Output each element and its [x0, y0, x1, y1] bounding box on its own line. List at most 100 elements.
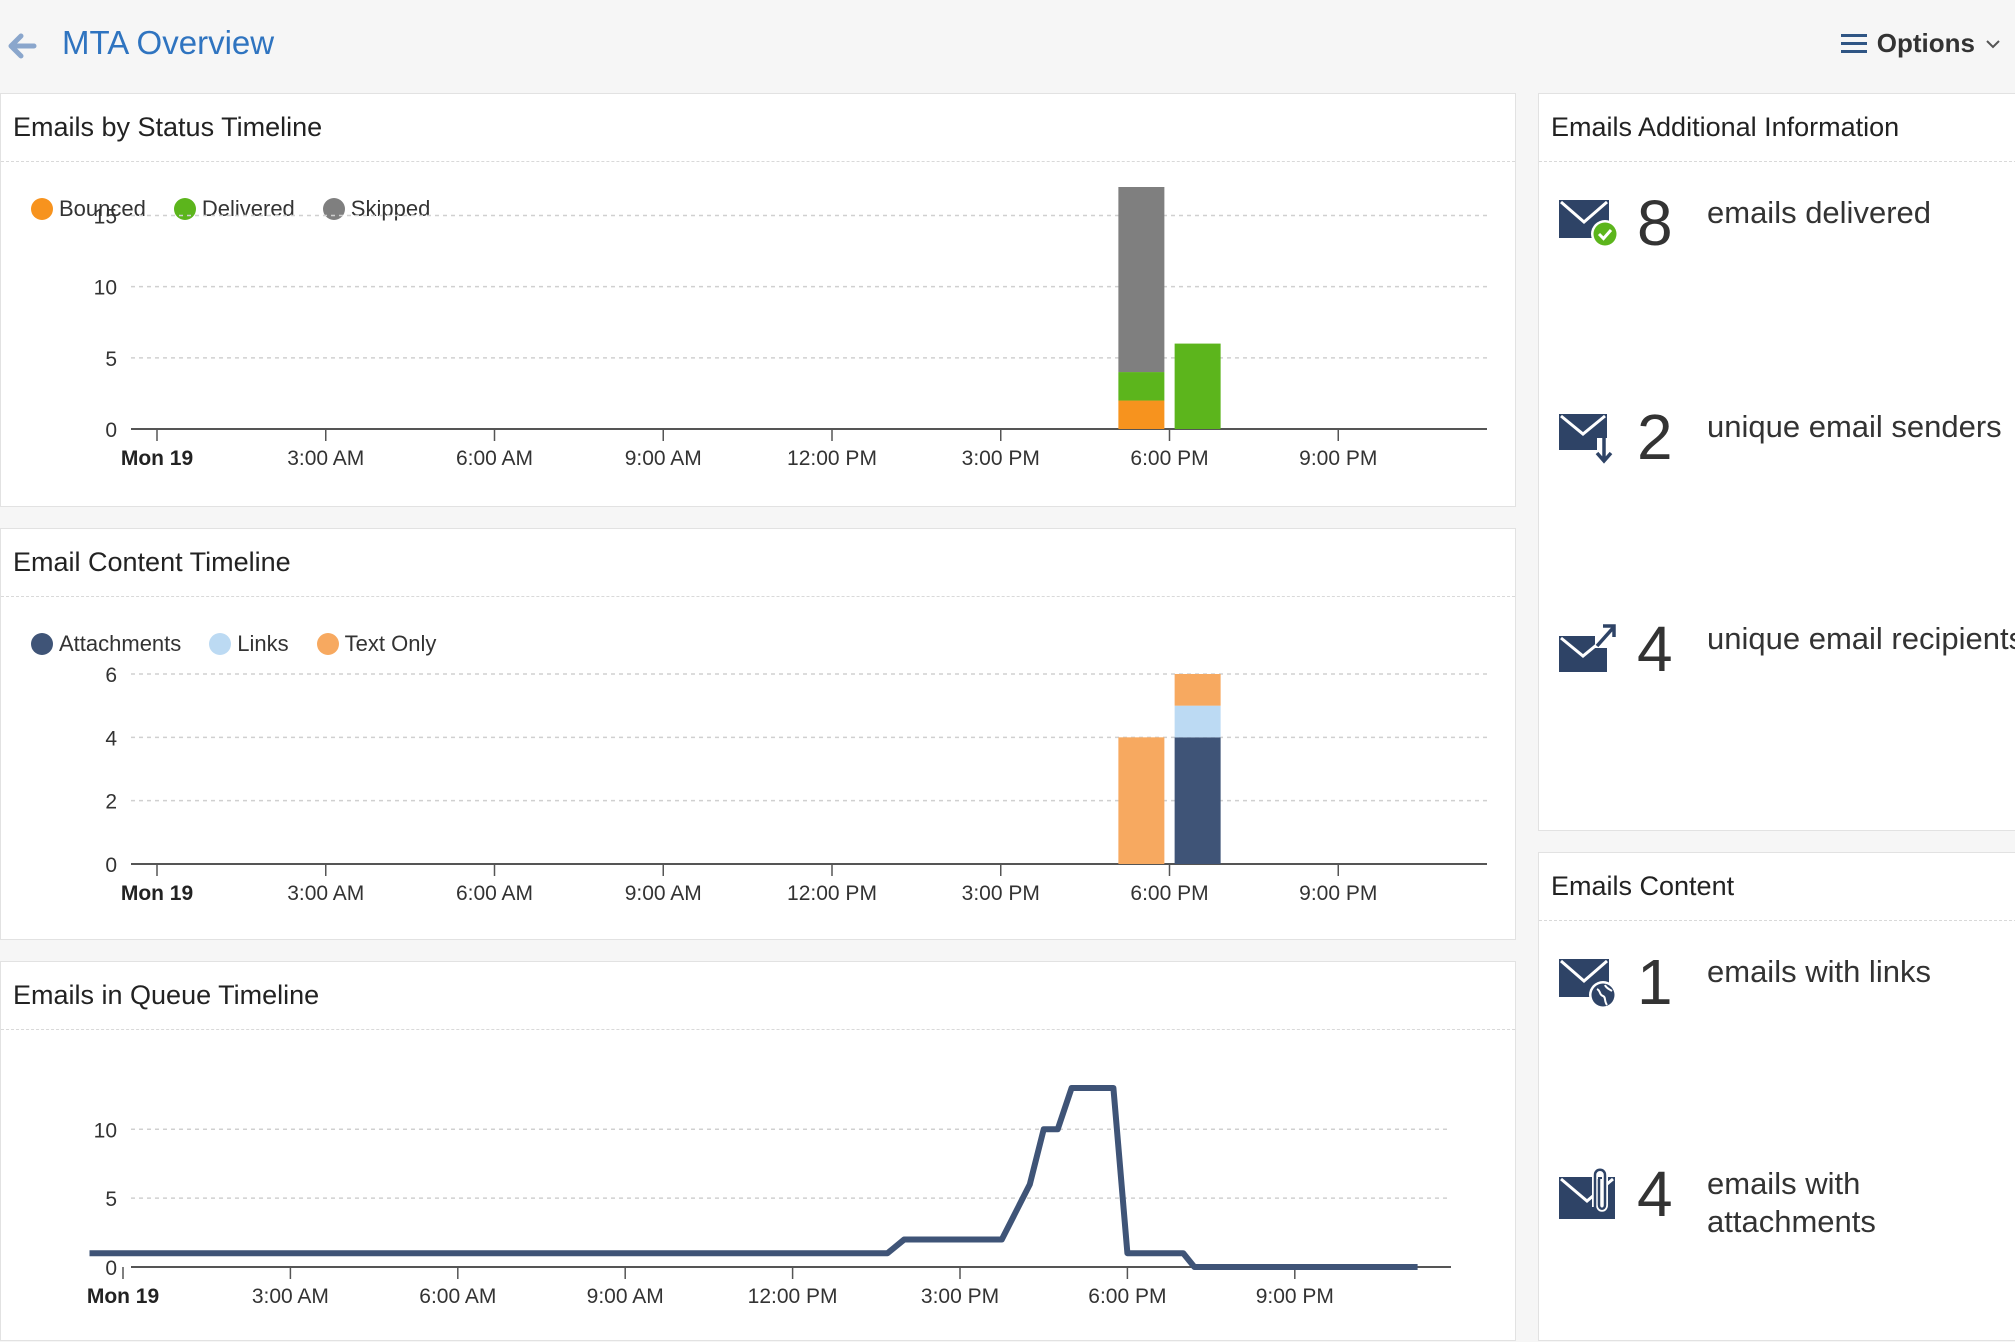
legend-dot [209, 633, 232, 655]
x-tick-label: 6:00 PM [1130, 882, 1208, 905]
x-tick-label: 3:00 PM [921, 1285, 999, 1308]
x-tick-label: 3:00 AM [252, 1285, 329, 1308]
stat-unique-senders: 2 unique email senders [1557, 401, 2015, 518]
stat-value: 4 [1637, 613, 1673, 685]
stat-label: emails delivered [1707, 195, 1931, 230]
mail-check-icon [1559, 200, 1619, 248]
legend-label: Bounced [59, 196, 146, 221]
legend-dot [173, 198, 196, 220]
queue-series-line [89, 1085, 1418, 1270]
y-tick-label: 0 [105, 419, 117, 442]
panel-title: Email Content Timeline [1, 529, 1515, 597]
legend-bounced[interactable]: Bounced [31, 196, 146, 222]
bar-segment-text-only [1174, 674, 1221, 706]
x-tick-label: 6:00 AM [419, 1285, 496, 1308]
x-tick-label: 3:00 AM [287, 882, 364, 905]
content-legend: Attachments Links Text Only [31, 631, 436, 657]
x-tick-label: 3:00 PM [962, 882, 1040, 905]
mail-outgoing-icon [1559, 622, 1617, 672]
x-tick-label: Mon 19 [87, 1285, 159, 1308]
stat-value: 8 [1637, 187, 1673, 259]
legend-label: Attachments [59, 631, 182, 656]
queue-timeline-panel: Emails in Queue Timeline 0 5 10 Mon 19 3:00 … [0, 961, 1516, 1341]
legend-attachments[interactable]: Attachments [31, 631, 181, 657]
panel-title: Emails Content [1539, 853, 2015, 921]
options-label: Options [1876, 28, 1975, 58]
y-tick-label: 0 [105, 854, 117, 877]
stat-label: emails with attachments [1707, 1166, 1876, 1239]
stat-emails-delivered: 8 emails delivered [1557, 187, 2015, 304]
stat-value: 1 [1637, 946, 1673, 1018]
x-tick-label: 12:00 PM [787, 882, 877, 905]
legend-label: Links [237, 631, 289, 656]
bar-segment-text-only [1118, 737, 1165, 864]
additional-info-panel: Emails Additional Information 8 emails d… [1538, 93, 2015, 831]
legend-dot [31, 198, 53, 220]
x-tick-label: 9:00 PM [1299, 882, 1377, 905]
options-menu-button[interactable]: Options [1840, 28, 2001, 59]
stat-label: unique email senders [1707, 409, 2002, 444]
bar-segment-attachments [1174, 737, 1221, 864]
x-tick-label: 6:00 AM [456, 882, 533, 905]
legend-skipped[interactable]: Skipped [322, 196, 431, 222]
header-bar: MTA Overview Options [0, 0, 2015, 92]
legend-dot [322, 198, 345, 220]
y-tick-label: 0 [105, 1257, 117, 1280]
status-legend: Bounced Delivered Skipped [31, 196, 430, 222]
y-tick-label: 6 [105, 664, 117, 687]
stat-emails-with-links: 1 emails with links [1557, 946, 2015, 1063]
legend-dot [316, 633, 339, 655]
y-tick-label: 10 [94, 1119, 117, 1142]
bar-segment-delivered [1118, 372, 1165, 401]
legend-label: Text Only [344, 631, 437, 656]
x-tick-label: 9:00 AM [625, 882, 702, 905]
x-tick-label: 12:00 PM [787, 447, 877, 470]
bar-segment-skipped [1118, 187, 1165, 373]
panel-title: Emails by Status Timeline [1, 94, 1515, 162]
x-tick-label: 9:00 AM [625, 447, 702, 470]
x-tick-label: 3:00 AM [287, 447, 364, 470]
emails-content-panel: Emails Content 1 emails with links 4 ema… [1538, 852, 2015, 1341]
hamburger-icon [1840, 33, 1867, 53]
y-tick-label: 4 [105, 727, 117, 750]
queue-chart: 0 5 10 Mon 19 3:00 AM 6:00 AM 9:00 AM 12:00 PM 3… [87, 1085, 1451, 1308]
mail-attachment-icon [1559, 1166, 1615, 1219]
x-tick-label: 9:00 PM [1256, 1285, 1334, 1308]
x-tick-label: 12:00 PM [748, 1285, 838, 1308]
stat-value: 4 [1637, 1158, 1673, 1230]
page-title: MTA Overview [62, 24, 275, 61]
stat-emails-with-attachments: 4 emails with attachments [1557, 1158, 2015, 1275]
panel-title: Emails Additional Information [1539, 94, 2015, 162]
stat-label: emails with links [1707, 954, 1931, 989]
bar-segment-delivered [1174, 343, 1221, 429]
legend-text-only[interactable]: Text Only [316, 631, 437, 657]
x-tick-label: Mon 19 [121, 882, 193, 905]
legend-label: Delivered [201, 196, 295, 221]
x-tick-label: 6:00 PM [1130, 447, 1208, 470]
legend-links[interactable]: Links [209, 631, 289, 657]
panel-title: Emails in Queue Timeline [1, 962, 1515, 1030]
bar-segment-links [1174, 705, 1221, 738]
status-timeline-panel: Emails by Status Timeline Bounced Delive… [0, 93, 1516, 507]
y-tick-label: 2 [105, 791, 117, 814]
back-arrow-icon[interactable] [4, 26, 44, 66]
x-tick-label: 9:00 AM [587, 1285, 664, 1308]
stat-value: 2 [1637, 401, 1673, 473]
stat-unique-recipients: 4 unique email recipients [1557, 613, 2015, 730]
x-tick-label: 9:00 PM [1299, 447, 1377, 470]
content-chart: 0 2 4 6 Mon 19 3:00 AM 6:00 AM 9:00 AM 12:00 PM 3… [105, 664, 1487, 905]
y-tick-label: 5 [105, 1188, 117, 1211]
y-tick-label: 10 [94, 277, 117, 300]
legend-label: Skipped [350, 196, 431, 221]
mail-globe-icon [1559, 959, 1617, 1009]
x-tick-label: 6:00 AM [456, 447, 533, 470]
stat-label: unique email recipients [1707, 621, 2015, 656]
legend-dot [31, 633, 53, 655]
content-timeline-panel: Email Content Timeline Attachments Links… [0, 528, 1516, 940]
mail-incoming-icon [1559, 414, 1613, 464]
x-tick-label: 6:00 PM [1088, 1285, 1166, 1308]
y-tick-label: 5 [105, 348, 117, 371]
legend-delivered[interactable]: Delivered [173, 196, 295, 222]
x-tick-label: Mon 19 [121, 447, 193, 470]
bar-segment-bounced [1118, 400, 1165, 429]
